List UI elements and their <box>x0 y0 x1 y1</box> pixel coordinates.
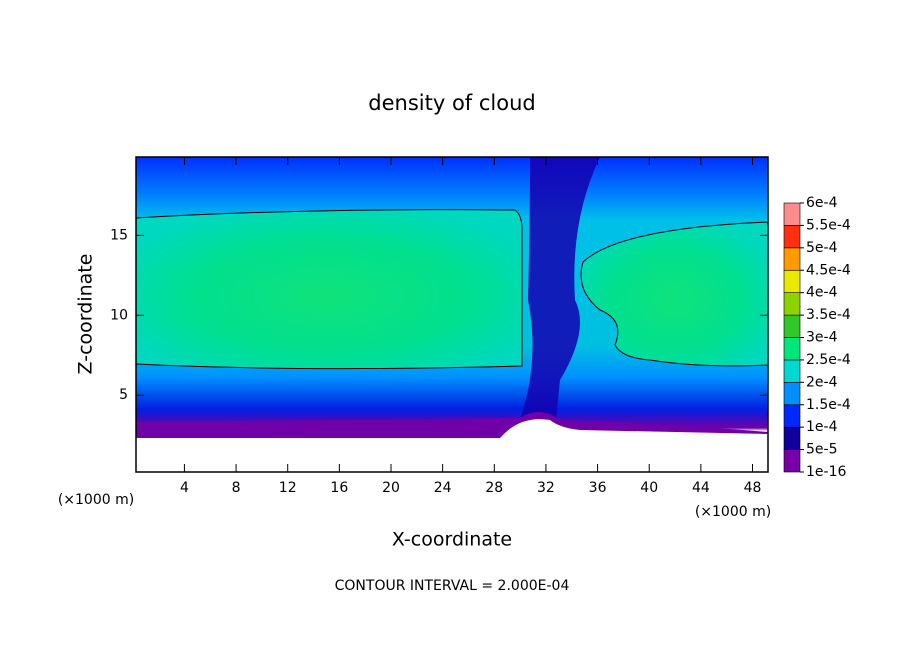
x-unit-label: (×1000 m) <box>695 504 771 520</box>
x-axis-label: X-coordinate <box>392 529 512 551</box>
colorbar-box <box>783 202 801 226</box>
x-tick-label: 40 <box>640 480 658 496</box>
colorbar-label: 1e-4 <box>806 419 838 435</box>
colorbar-label: 3e-4 <box>806 330 838 346</box>
colorbar-box <box>783 225 801 249</box>
colorbar-label: 2.5e-4 <box>806 352 851 368</box>
field <box>136 157 768 472</box>
colorbar-box <box>783 314 801 338</box>
colorbar-label: 1e-16 <box>806 464 846 480</box>
x-tick-label: 4 <box>180 480 189 496</box>
colorbar-label: 1.5e-4 <box>806 397 851 413</box>
x-tick-label: 44 <box>692 480 710 496</box>
y-tick-label: 15 <box>110 227 128 243</box>
x-tick-label: 36 <box>589 480 607 496</box>
colorbar-label: 4.5e-4 <box>806 262 851 278</box>
colorbar-label: 5e-5 <box>806 442 837 458</box>
colorbar-label: 6e-4 <box>806 195 838 211</box>
colorbar-box <box>783 292 801 316</box>
field-core-left <box>136 209 522 369</box>
x-tick-label: 28 <box>485 480 503 496</box>
x-tick-label: 16 <box>330 480 348 496</box>
colorbar-label: 4e-4 <box>806 285 838 301</box>
colorbar-box <box>783 359 801 383</box>
colorbar-box <box>783 426 801 450</box>
x-tick-label: 48 <box>744 480 762 496</box>
field-core-right <box>581 222 768 366</box>
x-unit-label: (×1000 m) <box>58 492 134 508</box>
contour-line <box>136 209 523 370</box>
y-tick-label: 5 <box>119 387 128 403</box>
x-tick-label: 12 <box>279 480 297 496</box>
field-ground <box>136 419 768 472</box>
field-plume <box>520 157 600 420</box>
x-tick-label: 8 <box>232 480 241 496</box>
plot-frame <box>135 156 769 473</box>
chart-title: density of cloud <box>368 91 535 115</box>
colorbar-label: 2e-4 <box>806 374 838 390</box>
colorbar-box <box>783 269 801 293</box>
colorbar-label: 5.5e-4 <box>806 217 851 233</box>
colorbar-box <box>783 404 801 428</box>
contour-line <box>580 221 768 367</box>
colorbar-box <box>783 337 801 361</box>
y-tick-label: 10 <box>110 307 128 323</box>
y-axis-label: Z-coordinate <box>75 254 97 375</box>
annotation: CONTOUR INTERVAL = 2.000E-04 <box>335 578 570 594</box>
colorbar-label: 5e-4 <box>806 240 838 256</box>
colorbar-box <box>783 449 801 473</box>
colorbar-box <box>783 382 801 406</box>
x-tick-label: 32 <box>537 480 555 496</box>
colorbar-label: 3.5e-4 <box>806 307 851 323</box>
colorbar-box <box>783 247 801 271</box>
x-tick-label: 20 <box>382 480 400 496</box>
x-tick-label: 24 <box>434 480 452 496</box>
